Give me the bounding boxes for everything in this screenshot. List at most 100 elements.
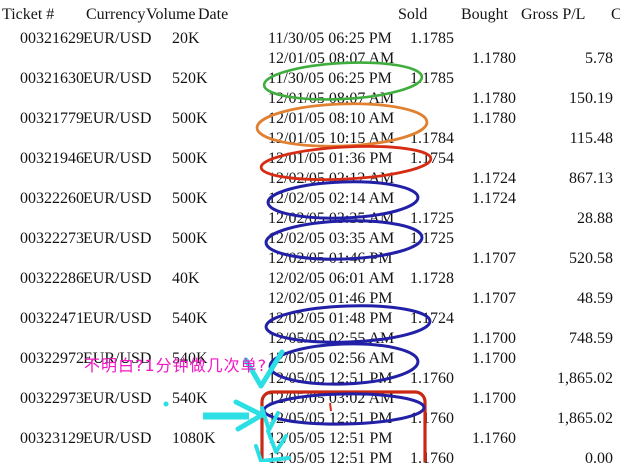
cell-close-date: 12/05/05 02:55 AM [268,330,395,347]
cell-close-sold: 1.1725 [410,210,454,227]
cell-open-date: 12/02/05 01:48 PM [268,310,393,327]
trade-row-open[interactable]: 00321629 EUR/USD 20K 11/30/05 06:25 PM 1.178… [0,29,620,49]
col-header-comm: C [611,6,620,23]
cell-currency: EUR/USD [83,430,152,447]
col-header-ticket: Ticket # [2,6,55,23]
cell-volume: 500K [172,190,208,207]
cell-volume: 40K [172,270,200,287]
cell-close-bought: 1.1724 [472,170,516,187]
cell-open-date: 11/30/05 06:25 PM [268,70,392,87]
cell-close-bought: 1.1707 [472,250,516,267]
cell-open-date: 12/02/05 03:35 AM [268,230,395,247]
cell-ticket: 00322286 [20,270,84,287]
trade-row-close[interactable]: 12/02/05 03:35 AM 1.1725 28.88 [0,209,620,229]
trade-row-close[interactable]: 12/05/05 12:51 PM 1.1760 1,865.02 [0,409,620,429]
cell-close-bought: 1.1780 [472,90,516,107]
col-header-sold: Sold [398,6,428,23]
cell-currency: EUR/USD [83,350,152,367]
cell-currency: EUR/USD [83,310,152,327]
cell-ticket: 00323129 [20,430,84,447]
cell-close-sold: 1.1760 [410,450,454,467]
trade-row-close[interactable]: 12/05/05 12:51 PM 1.1760 0.00 [0,449,620,469]
col-header-currency: Currency [86,6,146,23]
cell-ticket: 00322260 [20,190,84,207]
trade-row-open[interactable]: 00322471 EUR/USD 540K 12/02/05 01:48 PM 1.17… [0,309,620,329]
cell-open-sold: 1.1785 [410,30,454,47]
cell-ticket: 00322973 [20,390,84,407]
cell-volume: 540K [172,310,208,327]
cell-ticket: 00321779 [20,110,84,127]
cell-close-date: 12/02/05 01:46 PM [268,250,393,267]
col-header-bought: Bought [461,6,509,23]
cell-ticket: 00322972 [20,350,84,367]
trade-row-close[interactable]: 12/01/05 08:07 AM 1.1780 150.19 [0,89,620,109]
cell-ticket: 00321946 [20,150,84,167]
cell-close-date: 12/01/05 10:15 AM [268,130,395,147]
cell-close-sold: 1.1760 [410,410,454,427]
trade-row-open[interactable]: 00322286 EUR/USD 40K 12/02/05 06:01 AM 1.172… [0,269,620,289]
cell-gross-pl: 520.58 [569,250,613,267]
cell-open-date: 12/02/05 06:01 AM [268,270,395,287]
cell-close-bought: 1.1707 [472,290,516,307]
cell-currency: EUR/USD [83,230,152,247]
cell-volume: 500K [172,110,208,127]
cell-close-bought: 1.1780 [472,50,516,67]
cell-open-bought: 1.1700 [472,390,516,407]
trade-row-open[interactable]: 00321779 EUR/USD 500K 12/01/05 08:10 AM 1.17… [0,109,620,129]
cell-open-date: 12/05/05 02:56 AM [268,350,395,367]
cell-ticket: 00321630 [20,70,84,87]
cell-gross-pl: 5.78 [585,50,613,67]
cell-open-bought: 1.1760 [472,430,516,447]
cell-close-bought: 1.1700 [472,330,516,347]
cell-open-sold: 1.1728 [410,270,454,287]
trade-row-open[interactable]: 00323129 EUR/USD 1080K 12/05/05 12:51 PM 1.1… [0,429,620,449]
cell-gross-pl: 28.88 [577,210,613,227]
trade-row-close[interactable]: 12/05/05 02:55 AM 1.1700 748.59 [0,329,620,349]
cell-volume: 520K [172,70,208,87]
cell-close-date: 12/05/05 12:51 PM [268,450,393,467]
cell-open-bought: 1.1724 [472,190,516,207]
cell-open-sold: 1.1785 [410,70,454,87]
cell-open-date: 12/01/05 08:10 AM [268,110,395,127]
cell-volume: 1080K [172,430,216,447]
cell-volume: 540K [172,350,208,367]
cell-currency: EUR/USD [83,70,152,87]
cell-open-date: 12/05/05 03:02 AM [268,390,395,407]
cell-close-date: 12/05/05 12:51 PM [268,370,393,387]
trade-row-close[interactable]: 12/02/05 02:12 AM 1.1724 867.13 [0,169,620,189]
trade-row-open[interactable]: 00321946 EUR/USD 500K 12/01/05 01:36 PM 1.17… [0,149,620,169]
cell-currency: EUR/USD [83,150,152,167]
col-header-date: Date [198,6,229,23]
col-header-volume: Volume [146,6,196,23]
cell-close-date: 12/02/05 02:12 AM [268,170,395,187]
trade-row-close[interactable]: 12/02/05 01:46 PM 1.1707 48.59 [0,289,620,309]
cell-open-date: 11/30/05 06:25 PM [268,30,392,47]
cell-currency: EUR/USD [83,270,152,287]
cell-gross-pl: 1,865.02 [557,410,613,427]
trade-row-close[interactable]: 12/01/05 10:15 AM 1.1784 115.48 [0,129,620,149]
cell-currency: EUR/USD [83,110,152,127]
trade-row-close[interactable]: 12/01/05 08:07 AM 1.1780 5.78 [0,49,620,69]
cell-gross-pl: 1,865.02 [557,370,613,387]
trade-row-open[interactable]: 00322973 EUR/USD 540K 12/05/05 03:02 AM 1.17… [0,389,620,409]
col-header-gross-pl: Gross P/L [521,6,586,23]
trade-row-open[interactable]: 00321630 EUR/USD 520K 11/30/05 06:25 PM 1.17… [0,69,620,89]
cell-volume: 540K [172,390,208,407]
annotation-note-text: 不明白?1分钟做几次单? [84,356,268,375]
cell-close-date: 12/05/05 12:51 PM [268,410,393,427]
cell-open-bought: 1.1700 [472,350,516,367]
table-header-row: Ticket # Currency Volume Date Sold Bough… [0,5,620,25]
cell-close-date: 12/01/05 08:07 AM [268,50,395,67]
cell-open-date: 12/01/05 01:36 PM [268,150,393,167]
cell-volume: 500K [172,150,208,167]
cell-open-sold: 1.1754 [410,150,454,167]
cell-open-bought: 1.1780 [472,110,516,127]
cell-gross-pl: 867.13 [569,170,613,187]
trade-row-open[interactable]: 00322273 EUR/USD 500K 12/02/05 03:35 AM 1.17… [0,229,620,249]
cell-gross-pl: 48.59 [577,290,613,307]
cell-close-sold: 1.1760 [410,370,454,387]
trade-row-open[interactable]: 00322260 EUR/USD 500K 12/02/05 02:14 AM 1.17… [0,189,620,209]
cell-ticket: 00322273 [20,230,84,247]
trade-row-close[interactable]: 12/02/05 01:46 PM 1.1707 520.58 [0,249,620,269]
